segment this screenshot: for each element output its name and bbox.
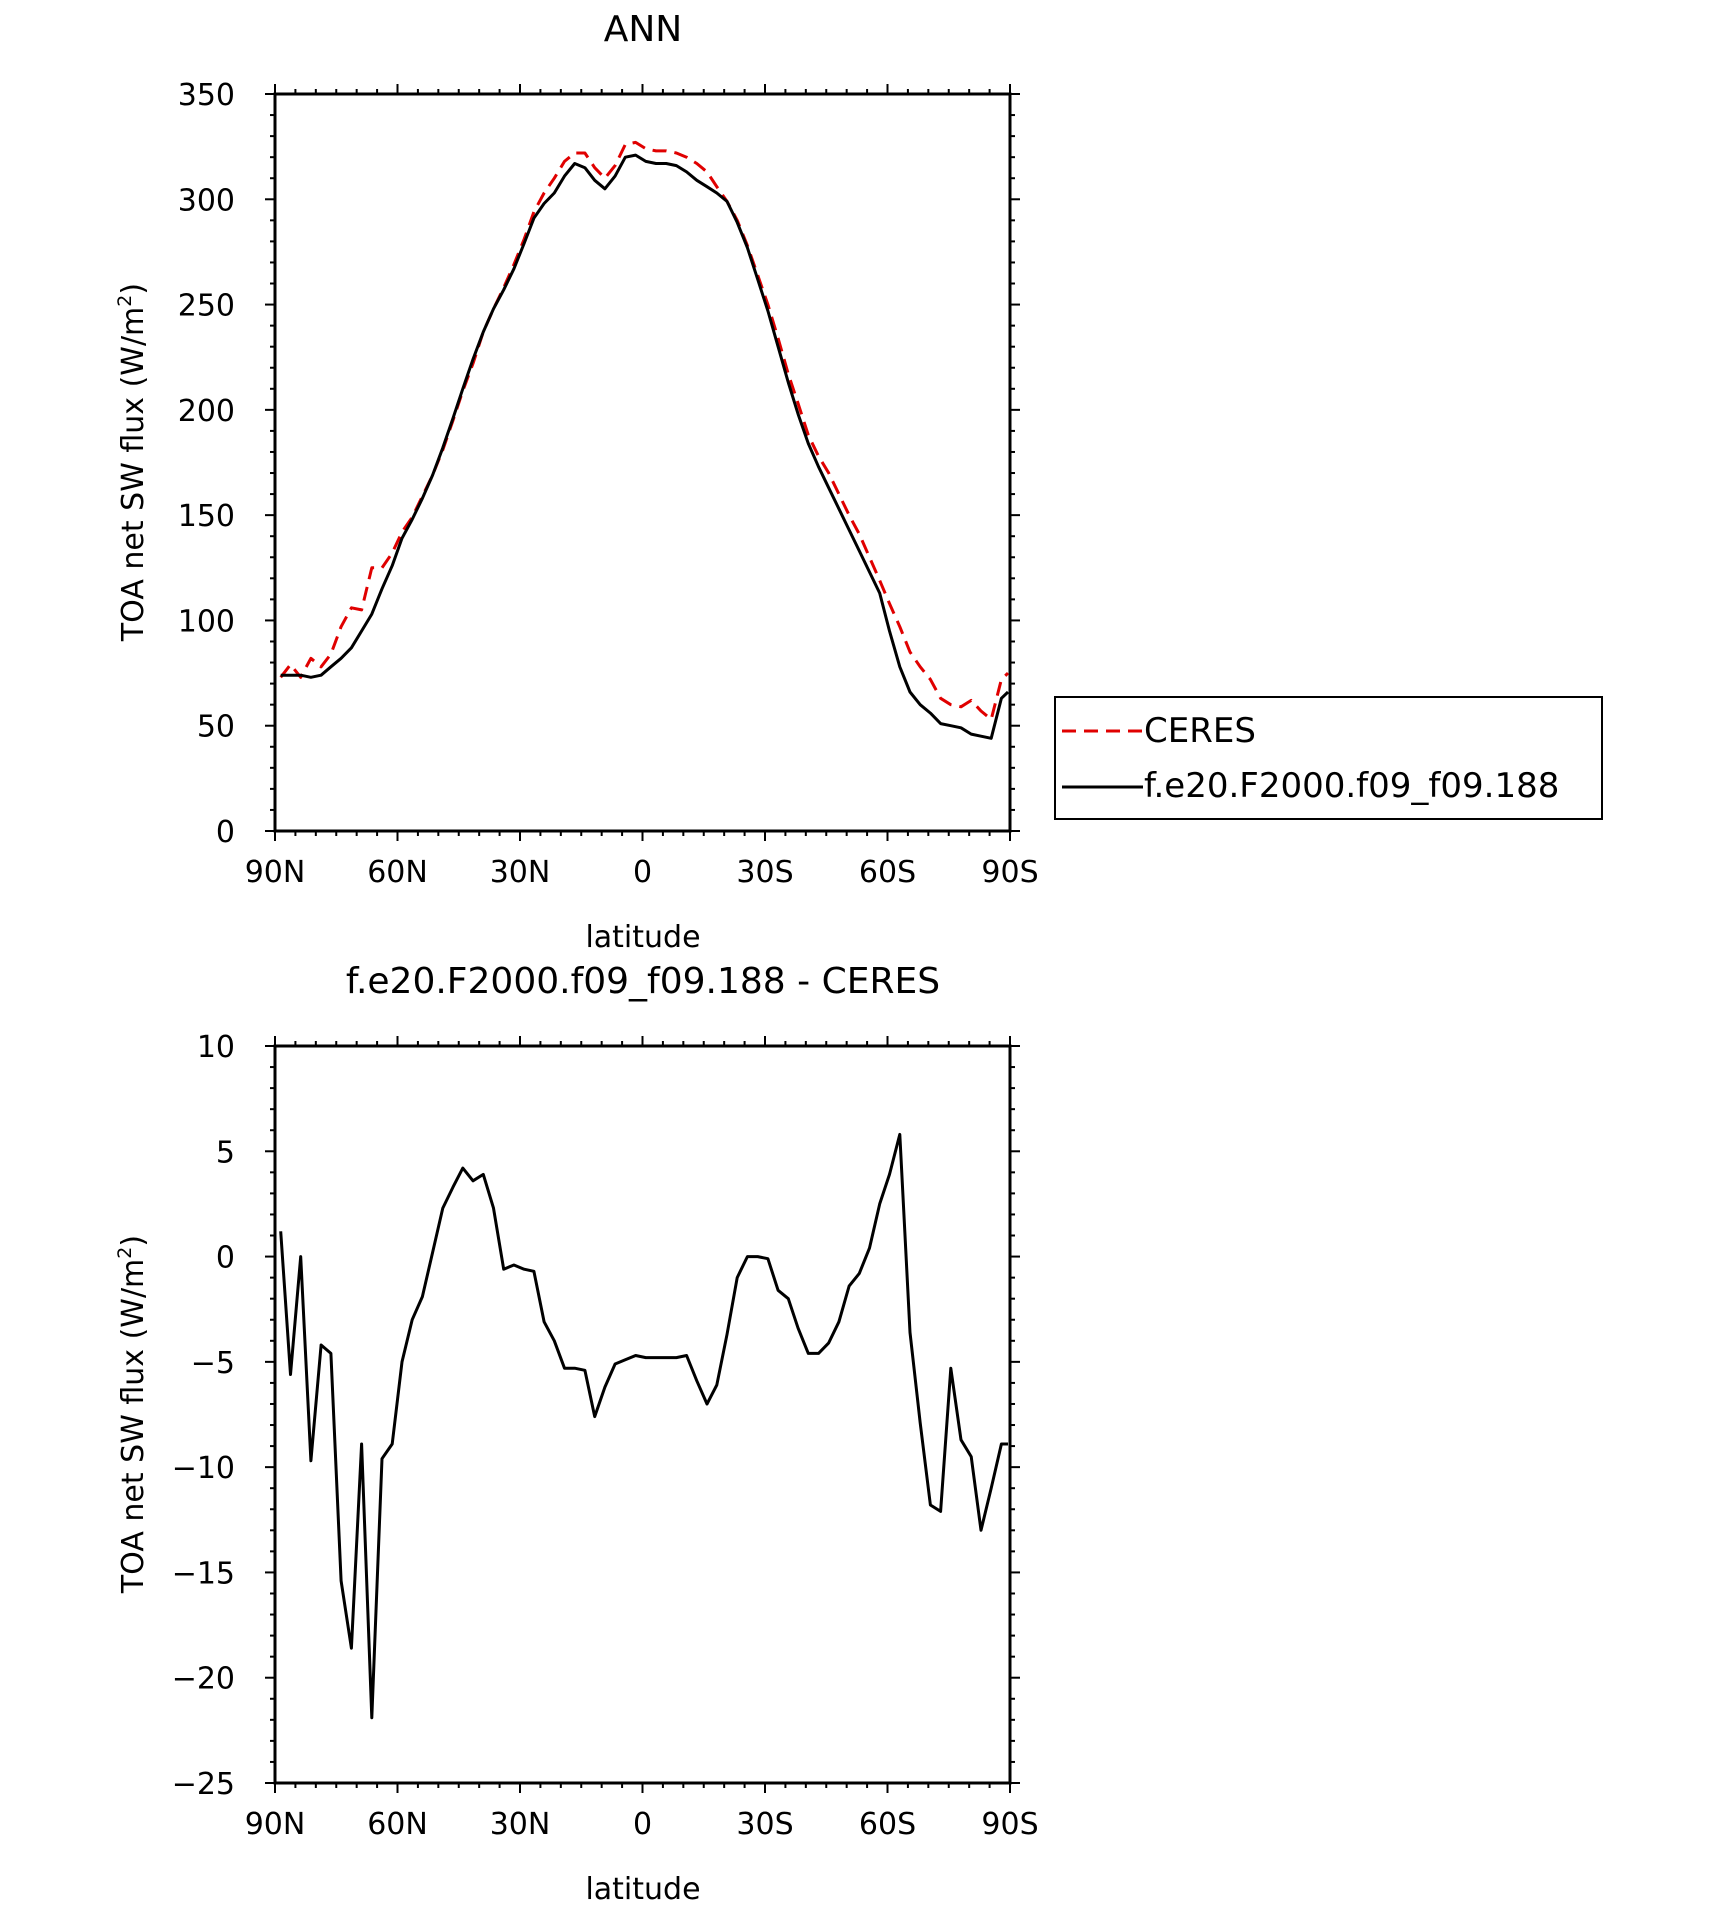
bottom-chart-title: f.e20.F2000.f09_f09.188 - CERES <box>346 961 940 1002</box>
y-tick-label: −10 <box>172 1451 235 1486</box>
top-y-axis-label-sup: 2 <box>114 295 136 307</box>
x-tick-label: 30S <box>736 855 793 890</box>
bottom-y-axis-label: TOA net SW flux (W/m2) <box>114 1235 151 1594</box>
x-tick-label: 90N <box>245 855 306 890</box>
bottom-y-tick-labels: −25 −20 −15 −10 −5 0 5 10 <box>172 1030 235 1802</box>
x-tick-label: 30N <box>490 855 551 890</box>
x-tick-label: 30S <box>736 1807 793 1842</box>
y-tick-label: 200 <box>178 394 235 429</box>
bottom-series-lines <box>279 1132 1008 1720</box>
y-tick-label: 10 <box>197 1030 235 1065</box>
legend: CERES f.e20.F2000.f09_f09.188 <box>1054 696 1603 820</box>
x-tick-label: 90N <box>245 1807 306 1842</box>
y-tick-label: 300 <box>178 183 235 218</box>
y-tick-label: 5 <box>216 1135 235 1170</box>
bottom-y-axis-label-tail: ) <box>116 1235 151 1247</box>
legend-model-label: f.e20.F2000.f09_f09.188 <box>1144 766 1559 806</box>
bottom-panel: f.e20.F2000.f09_f09.188 - CERES 90N 60N 30… <box>114 961 1039 1905</box>
bottom-x-axis-label: latitude <box>585 1872 700 1905</box>
top-axis-ticks <box>265 84 1020 841</box>
legend-ceres-label: CERES <box>1144 711 1256 751</box>
bottom-axis-ticks <box>265 1036 1020 1793</box>
top-plot-frame <box>273 92 1012 833</box>
top-panel: ANN 90N 60N 30N 0 30S 60S 90S 0 50 100 150 200 250 3… <box>114 9 1039 955</box>
x-tick-label: 90S <box>981 1807 1038 1842</box>
y-tick-label: 0 <box>216 815 235 850</box>
y-tick-label: 250 <box>178 289 235 324</box>
bottom-y-axis-label-main: TOA net SW flux (W/m <box>116 1259 151 1594</box>
top-chart-title: ANN <box>604 9 683 50</box>
x-tick-label: 60S <box>859 1807 916 1842</box>
series-line-1-0 <box>279 1132 1008 1720</box>
legend-box <box>1054 696 1603 820</box>
x-tick-label: 90S <box>981 855 1038 890</box>
y-tick-label: 100 <box>178 604 235 639</box>
top-x-tick-labels: 90N 60N 30N 0 30S 60S 90S <box>245 855 1039 890</box>
y-tick-label: −15 <box>172 1556 235 1591</box>
top-y-tick-labels: 0 50 100 150 200 250 300 350 <box>178 78 235 850</box>
top-y-axis-label-tail: ) <box>116 283 151 295</box>
x-tick-label: 0 <box>633 855 652 890</box>
y-tick-label: −5 <box>191 1346 235 1381</box>
x-tick-label: 60N <box>367 1807 428 1842</box>
y-tick-label: 350 <box>178 78 235 113</box>
top-y-axis-label: TOA net SW flux (W/m2) <box>114 283 151 642</box>
series-line-0-1 <box>280 153 1010 740</box>
series-line-0-0 <box>279 140 1010 721</box>
bottom-y-axis-label-sup: 2 <box>114 1247 136 1259</box>
top-y-axis-label-main: TOA net SW flux (W/m <box>116 307 151 642</box>
y-tick-label: 0 <box>216 1241 235 1276</box>
x-tick-label: 0 <box>633 1807 652 1842</box>
x-tick-label: 60N <box>367 855 428 890</box>
y-tick-label: 50 <box>197 710 235 745</box>
top-series-lines <box>279 140 1010 740</box>
top-x-axis-label: latitude <box>585 920 700 955</box>
y-tick-label: −20 <box>172 1662 235 1697</box>
x-tick-label: 30N <box>490 1807 551 1842</box>
x-tick-label: 60S <box>859 855 916 890</box>
y-tick-label: −25 <box>172 1767 235 1802</box>
bottom-x-tick-labels: 90N 60N 30N 0 30S 60S 90S <box>245 1807 1039 1842</box>
y-tick-label: 150 <box>178 499 235 534</box>
